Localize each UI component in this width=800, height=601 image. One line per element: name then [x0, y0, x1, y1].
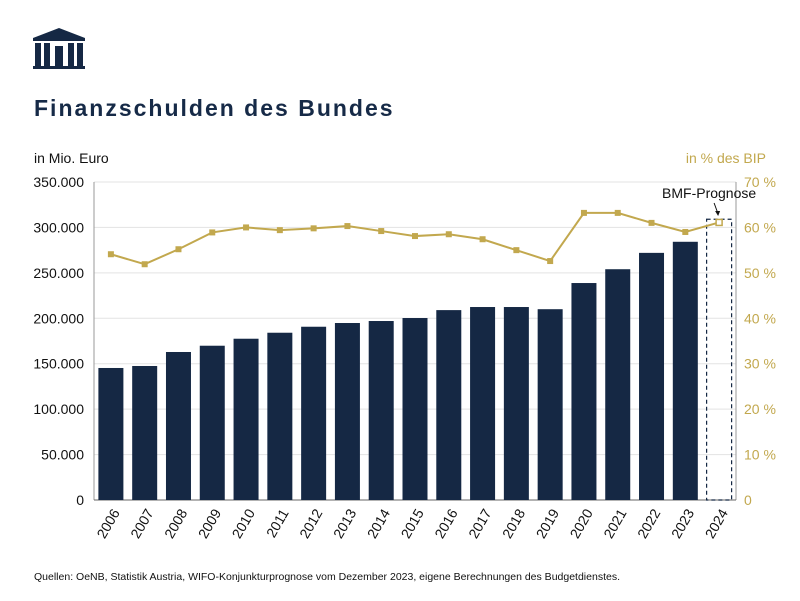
bar — [639, 252, 665, 500]
left-tick-label: 0 — [76, 492, 84, 508]
line-marker — [344, 223, 351, 230]
line-marker — [310, 225, 317, 232]
left-tick-label: 250.000 — [33, 265, 84, 281]
line-marker — [682, 228, 689, 235]
x-tick-label: 2017 — [465, 506, 495, 541]
bar — [571, 283, 597, 500]
x-tick-label: 2021 — [600, 506, 630, 541]
x-tick-label: 2007 — [127, 506, 157, 541]
line-marker — [479, 236, 486, 243]
left-tick-label: 100.000 — [33, 401, 84, 417]
line-marker — [648, 219, 655, 226]
x-tick-label: 2020 — [566, 506, 596, 541]
left-axis-label: in Mio. Euro — [34, 150, 109, 166]
x-tick-label: 2022 — [634, 506, 664, 541]
bar — [537, 309, 563, 500]
x-tick-label: 2012 — [296, 506, 326, 541]
x-tick-label: 2015 — [397, 506, 427, 541]
bar — [402, 318, 428, 500]
source-note: Quellen: OeNB, Statistik Austria, WIFO-K… — [34, 571, 620, 583]
right-tick-label: 20 % — [744, 401, 776, 417]
left-tick-label: 150.000 — [33, 356, 84, 372]
left-tick-label: 300.000 — [33, 219, 84, 235]
left-tick-label: 200.000 — [33, 310, 84, 326]
bar — [334, 323, 360, 500]
right-tick-label: 70 % — [744, 174, 776, 190]
line-marker — [580, 209, 587, 216]
left-tick-label: 50.000 — [41, 447, 84, 463]
right-axis-label: in % des BIP — [685, 150, 766, 166]
x-tick-label: 2019 — [533, 506, 563, 541]
bar — [165, 351, 191, 500]
bar — [672, 241, 698, 500]
x-tick-label: 2010 — [229, 506, 259, 541]
line-marker — [175, 246, 182, 253]
line-marker — [614, 209, 621, 216]
bar — [199, 345, 225, 500]
left-tick-label: 350.000 — [33, 174, 84, 190]
line-marker — [445, 231, 452, 238]
bar — [233, 338, 259, 500]
annotation-arrowhead — [715, 211, 721, 216]
chart-title: Finanzschulden des Bundes — [34, 95, 395, 121]
right-tick-label: 30 % — [744, 356, 776, 372]
x-tick-label: 2011 — [263, 506, 292, 540]
forecast-bar — [706, 218, 733, 501]
bar — [132, 365, 158, 500]
right-tick-label: 60 % — [744, 219, 776, 235]
line-marker — [412, 233, 418, 240]
line-marker — [209, 229, 216, 236]
bar — [605, 269, 631, 500]
x-tick-label: 2013 — [330, 506, 360, 541]
x-tick-label: 2008 — [161, 506, 191, 541]
x-tick-label: 2006 — [93, 506, 123, 541]
bar — [267, 332, 293, 500]
forecast-marker — [715, 218, 723, 227]
bar — [301, 326, 327, 500]
x-tick-label: 2016 — [431, 506, 461, 541]
x-tick-label: 2014 — [364, 506, 394, 541]
line-marker — [141, 261, 148, 268]
bar — [368, 321, 394, 500]
annotation-label: BMF-Prognose — [662, 185, 756, 201]
bar — [503, 307, 529, 500]
bar — [436, 310, 462, 500]
bar — [470, 307, 496, 500]
right-tick-label: 0 — [744, 492, 752, 508]
x-tick-label: 2024 — [702, 506, 732, 541]
line-marker — [107, 251, 114, 258]
line-marker — [547, 258, 554, 265]
right-tick-label: 50 % — [744, 265, 776, 281]
right-tick-label: 40 % — [744, 310, 776, 326]
line-marker — [276, 227, 283, 234]
line-marker — [243, 224, 250, 231]
logo-icon — [33, 28, 85, 69]
line-marker — [513, 247, 520, 254]
bar — [98, 367, 124, 500]
right-tick-label: 10 % — [744, 447, 776, 463]
x-tick-label: 2009 — [195, 506, 225, 541]
x-tick-label: 2023 — [668, 506, 698, 541]
x-tick-label: 2018 — [499, 506, 529, 541]
line-marker — [378, 228, 385, 235]
